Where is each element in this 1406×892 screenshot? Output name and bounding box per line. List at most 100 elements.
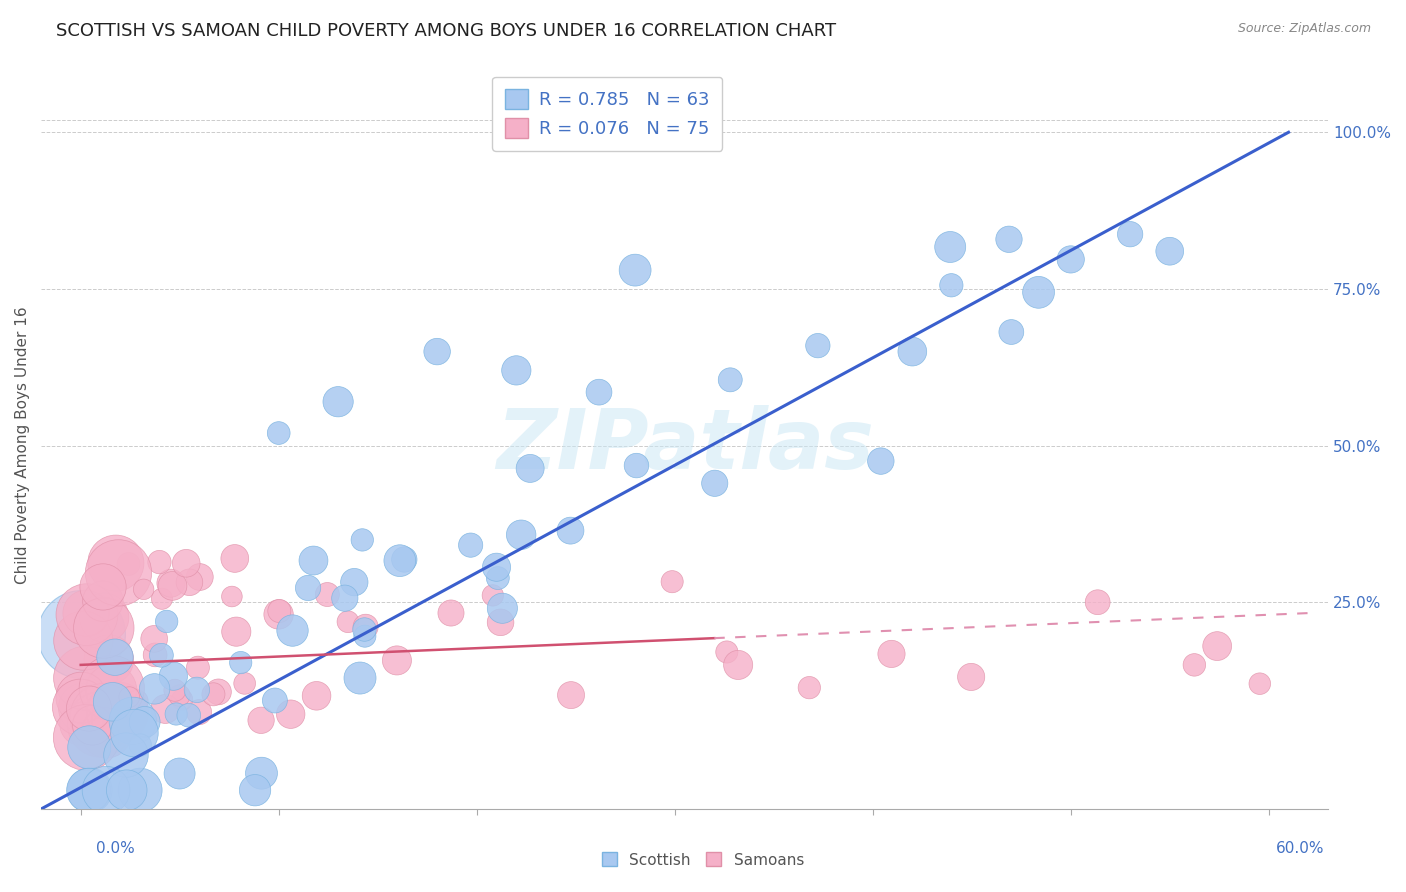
Legend: R = 0.785   N = 63, R = 0.076   N = 75: R = 0.785 N = 63, R = 0.076 N = 75: [492, 77, 723, 151]
Point: [267, 425, 290, 440]
Point: [134, 714, 156, 729]
Point: [118, 690, 141, 705]
Point: [143, 681, 166, 696]
Point: [160, 576, 183, 591]
Point: [297, 581, 319, 595]
Point: [93, 610, 115, 624]
Point: [82, 718, 104, 732]
Point: [703, 476, 725, 491]
Point: [75, 731, 97, 745]
Point: [77, 740, 100, 755]
Point: [162, 579, 184, 593]
Point: [225, 624, 247, 639]
Point: [104, 556, 127, 570]
Point: [156, 615, 179, 629]
Point: [269, 604, 291, 618]
Point: [352, 533, 374, 547]
Point: [661, 574, 683, 589]
Point: [281, 624, 304, 638]
Point: [505, 363, 527, 377]
Point: [250, 766, 273, 780]
Point: [75, 607, 97, 621]
Point: [202, 687, 225, 701]
Point: [588, 385, 610, 400]
Point: [519, 461, 541, 475]
Point: [718, 373, 741, 387]
Point: [302, 553, 325, 567]
Point: [349, 671, 371, 685]
Point: [91, 709, 114, 723]
Point: [115, 783, 138, 797]
Point: [1119, 227, 1142, 242]
Point: [179, 575, 201, 590]
Point: [807, 338, 830, 352]
Point: [333, 591, 356, 606]
Point: [155, 702, 177, 716]
Point: [353, 623, 375, 637]
Point: [1060, 252, 1083, 267]
Point: [96, 726, 118, 740]
Point: [101, 681, 124, 695]
Point: [960, 670, 983, 684]
Point: [385, 653, 408, 667]
Point: [174, 556, 197, 570]
Point: [901, 344, 924, 359]
Point: [117, 557, 139, 571]
Point: [250, 714, 273, 728]
Point: [560, 688, 582, 702]
Point: [1000, 325, 1022, 339]
Point: [70, 717, 93, 731]
Point: [143, 648, 166, 662]
Point: [77, 701, 100, 715]
Point: [440, 606, 463, 620]
Point: [162, 669, 184, 683]
Point: [426, 344, 449, 359]
Point: [150, 648, 173, 663]
Point: [75, 671, 97, 685]
Point: [941, 278, 963, 293]
Point: [489, 615, 512, 630]
Text: 0.0%: 0.0%: [96, 841, 135, 856]
Point: [1249, 676, 1271, 690]
Point: [799, 681, 821, 695]
Point: [560, 524, 582, 538]
Point: [1182, 657, 1205, 672]
Point: [316, 588, 339, 602]
Point: [150, 591, 173, 606]
Point: [486, 571, 509, 585]
Point: [72, 633, 94, 648]
Point: [280, 707, 302, 722]
Point: [104, 650, 127, 665]
Point: [163, 683, 186, 698]
Point: [93, 621, 115, 635]
Point: [207, 685, 229, 699]
Point: [880, 647, 903, 661]
Point: [221, 590, 243, 604]
Point: [103, 712, 125, 726]
Point: [69, 626, 91, 640]
Point: [101, 695, 124, 709]
Point: [305, 689, 328, 703]
Point: [1028, 285, 1050, 300]
Point: [460, 538, 482, 552]
Point: [188, 570, 211, 584]
Point: [510, 528, 533, 542]
Point: [869, 454, 891, 468]
Point: [91, 594, 114, 608]
Point: [76, 607, 98, 622]
Point: [233, 676, 256, 690]
Text: SCOTTISH VS SAMOAN CHILD POVERTY AMONG BOYS UNDER 16 CORRELATION CHART: SCOTTISH VS SAMOAN CHILD POVERTY AMONG B…: [56, 22, 837, 40]
Point: [69, 700, 91, 714]
Point: [998, 232, 1021, 246]
Point: [121, 719, 143, 733]
Text: 60.0%: 60.0%: [1277, 841, 1324, 856]
Point: [186, 682, 208, 697]
Point: [91, 707, 114, 722]
Point: [267, 607, 290, 622]
Point: [229, 656, 252, 670]
Point: [72, 701, 94, 715]
Point: [187, 661, 209, 675]
Point: [188, 705, 211, 719]
Point: [243, 783, 266, 797]
Point: [124, 726, 146, 740]
